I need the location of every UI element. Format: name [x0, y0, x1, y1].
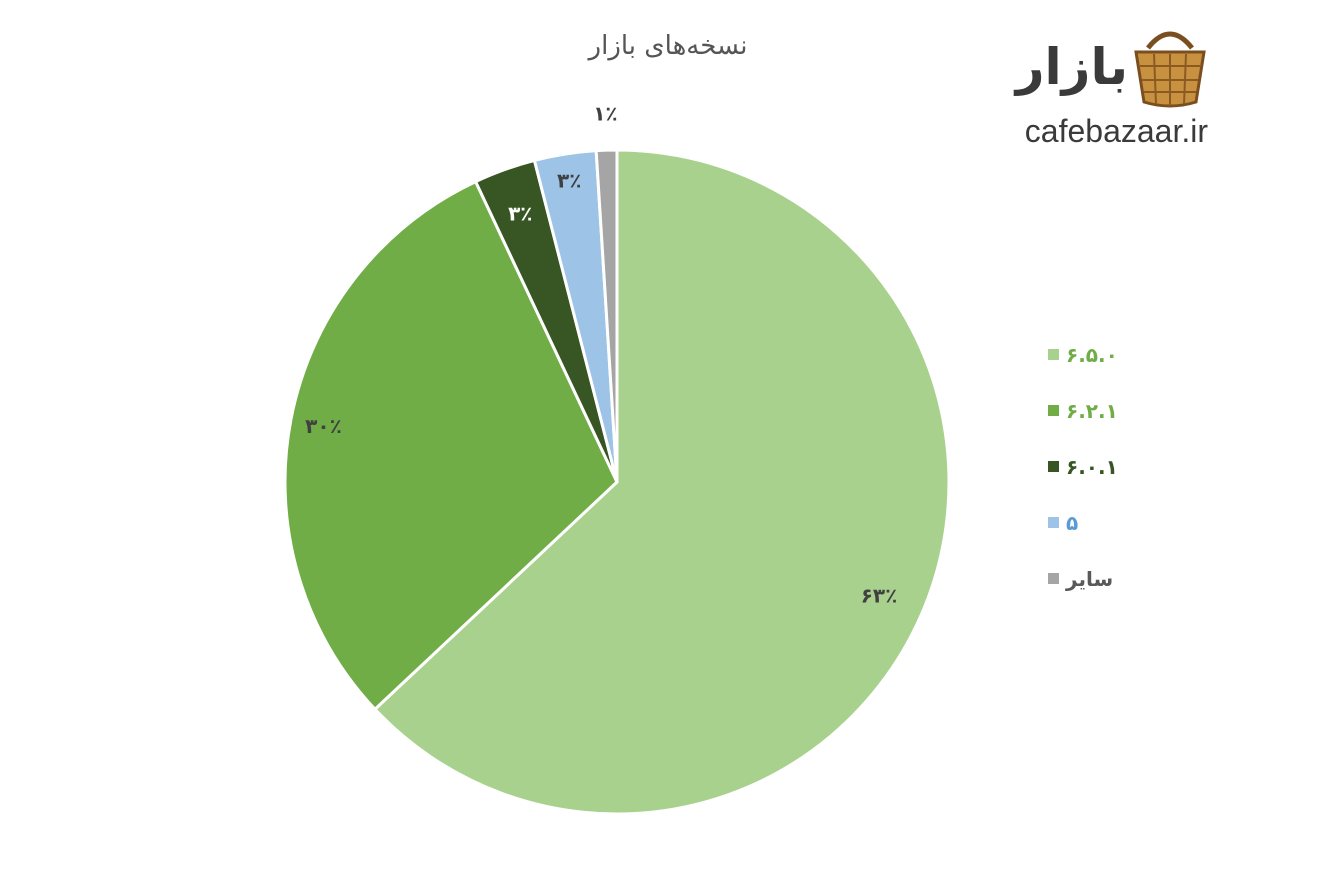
brand-site: cafebazaar.ir [1025, 113, 1209, 149]
legend-label-5: سایر [1065, 567, 1113, 591]
data-label-1: ۶۳٪ [861, 583, 898, 607]
brand-logo-text: بازار [1013, 38, 1128, 96]
legend: ۶.۵.۰ ۶.۲.۱ ۶.۰.۱ ۵ سایر [1048, 343, 1118, 591]
chart-title: نسخه‌های بازار [587, 31, 748, 61]
data-label-5: ۱٪ [593, 102, 617, 126]
legend-swatch-5 [1048, 573, 1059, 584]
pie-slices [283, 148, 951, 816]
data-label-4: ۳٪ [557, 168, 581, 192]
pie-slice-2 [283, 179, 619, 712]
data-label-2: ۳۰٪ [305, 414, 342, 438]
pie-data-labels: ۶۳٪ ۳۰٪ ۳٪ ۳٪ ۱٪ [305, 102, 897, 608]
legend-swatch-2 [1048, 405, 1059, 416]
legend-label-1: ۶.۵.۰ [1066, 343, 1118, 367]
brand-logo: بازار cafebazaar.ir [1013, 31, 1209, 149]
legend-swatch-3 [1048, 461, 1059, 472]
legend-swatch-1 [1048, 349, 1059, 360]
pie-slice-1 [372, 148, 951, 816]
pie-slice-5 [594, 148, 619, 483]
data-label-3: ۳٪ [508, 201, 532, 225]
basket-icon [1134, 31, 1206, 108]
legend-label-2: ۶.۲.۱ [1066, 399, 1118, 423]
legend-label-3: ۶.۰.۱ [1066, 455, 1118, 479]
legend-label-4: ۵ [1066, 511, 1078, 535]
legend-swatch-4 [1048, 517, 1059, 528]
